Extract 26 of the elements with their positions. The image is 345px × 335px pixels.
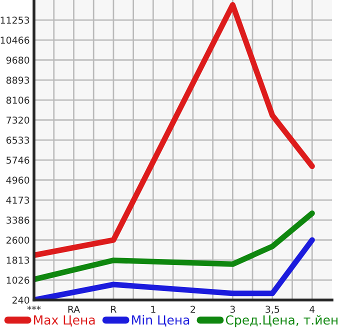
x-tick-label: *** xyxy=(27,306,41,310)
x-tick-label: 3 xyxy=(230,306,235,313)
x-tick-label: R xyxy=(111,306,116,313)
y-tick-label: 3386 xyxy=(6,216,30,224)
y-tick-label: 11253 xyxy=(0,16,30,24)
y-tick-label: 8893 xyxy=(6,76,30,84)
y-tick-label: 9680 xyxy=(6,56,30,64)
y-tick-label: 1813 xyxy=(6,256,30,264)
y-tick-label: 240 xyxy=(12,296,30,304)
y-tick-label: 2600 xyxy=(6,236,30,244)
x-tick-label: 1 xyxy=(151,306,156,313)
legend-label: Min Цена xyxy=(132,315,190,326)
y-tick-label: 10466 xyxy=(0,36,30,44)
x-tick-label: 2 xyxy=(190,306,195,313)
x-tick-label: 3,5 xyxy=(266,306,280,314)
y-tick-label: 4960 xyxy=(6,176,30,184)
y-tick-label: 4173 xyxy=(6,196,30,204)
y-tick-label: 7320 xyxy=(6,116,30,124)
legend-label: Max Цена xyxy=(34,315,95,326)
legend-label: Сред.Цена, т.йен xyxy=(226,315,338,328)
x-tick-label: 4 xyxy=(310,306,315,313)
x-tick-label: RA xyxy=(68,306,80,313)
y-tick-label: 1026 xyxy=(6,276,30,284)
y-tick-label: 8106 xyxy=(6,96,30,104)
y-tick-label: 6533 xyxy=(6,136,30,144)
y-tick-label: 5746 xyxy=(6,156,30,164)
